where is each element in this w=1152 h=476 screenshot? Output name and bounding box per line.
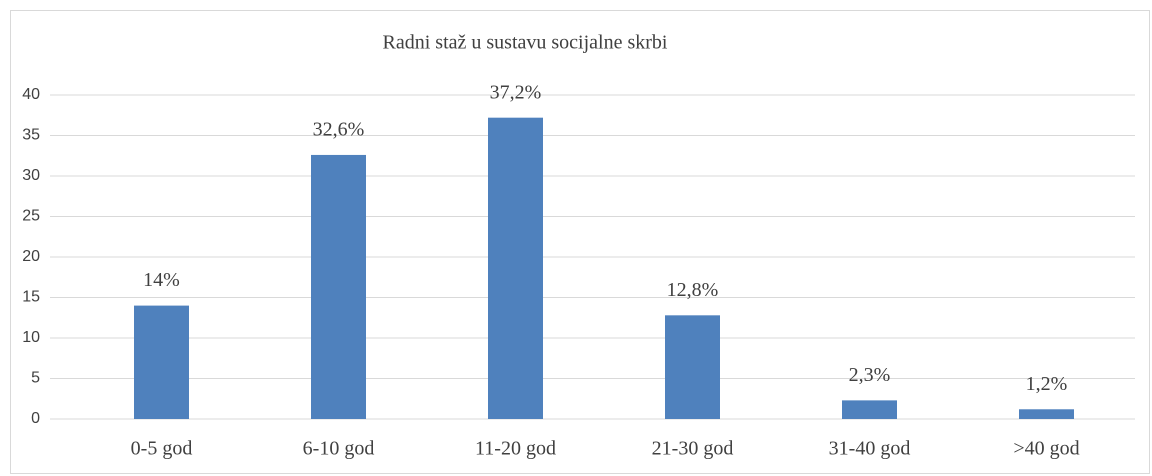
y-tick-label: 15	[22, 289, 40, 306]
y-tick-label: 35	[22, 127, 40, 144]
data-label: 1,2%	[1026, 373, 1068, 395]
x-tick-label: 21-30 god	[652, 438, 734, 460]
y-tick-label: 30	[22, 167, 40, 184]
bar	[311, 154, 366, 419]
y-tick-label: 25	[22, 208, 40, 225]
x-tick-label: 6-10 god	[303, 438, 375, 460]
y-tick-label: 40	[22, 86, 40, 103]
data-label: 32,6%	[313, 119, 365, 141]
x-tick-label: 31-40 god	[829, 438, 911, 460]
y-tick-label: 20	[22, 248, 40, 265]
y-tick-label: 5	[31, 370, 40, 387]
bar	[134, 305, 189, 419]
bar	[1019, 409, 1074, 419]
bar	[488, 117, 543, 420]
bar	[842, 400, 897, 419]
chart-title: Radni staž u sustavu socijalne skrbi	[383, 32, 668, 54]
y-tick-label: 10	[22, 329, 40, 346]
x-tick-label: 0-5 god	[131, 438, 193, 460]
chart-border	[10, 10, 1150, 474]
y-tick-label: 0	[31, 410, 40, 427]
data-label: 37,2%	[490, 81, 542, 103]
x-tick-label: 11-20 god	[475, 438, 556, 460]
data-label: 12,8%	[667, 279, 719, 301]
data-label: 14%	[143, 269, 180, 291]
data-label: 2,3%	[849, 364, 891, 386]
x-tick-label: >40 god	[1013, 438, 1079, 460]
bar	[665, 315, 720, 419]
